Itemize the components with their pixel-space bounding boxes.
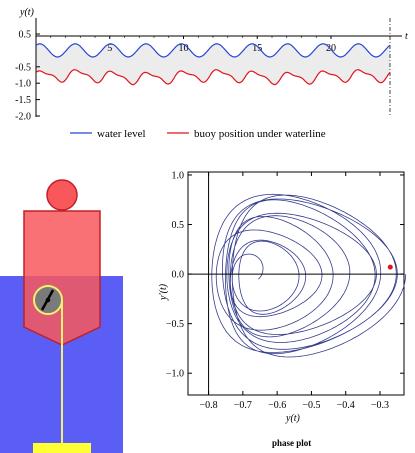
buoy-float-ball [46, 179, 78, 211]
trajectory-path [211, 193, 407, 358]
phase-y-ticks: 1.0 0.5 0.0 −0.5 −1.0 [166, 170, 404, 380]
y-tick-label: -1.5 [15, 95, 31, 106]
phase-y-tick-label: 0.5 [172, 220, 185, 231]
legend: water level buoy position under waterlin… [70, 128, 326, 140]
phase-y-tick-label: 0.0 [172, 270, 185, 281]
phase-x-tick-label: −0.7 [234, 400, 252, 411]
phase-frame [187, 171, 405, 396]
buoy-animation [0, 179, 123, 453]
phase-plot-title: phase plot [272, 438, 311, 448]
fill-between-region [36, 43, 390, 85]
y-tick-label: -1.0 [15, 79, 31, 90]
phase-x-tick-label: −0.4 [337, 400, 355, 411]
current-state-point [387, 264, 393, 270]
y-tick-label: 0.5 [19, 30, 32, 41]
dial-hub [45, 297, 51, 303]
y-tick-label: -0.5 [15, 62, 31, 73]
phase-x-label: y(t) [285, 413, 301, 424]
phase-x-tick-label: −0.5 [302, 400, 320, 411]
water-level-series [35, 43, 391, 58]
y-tick-label: -2.0 [15, 112, 31, 123]
time-series-chart: 5 10 15 20 0.5 -0.5 -1.0 -1.5 -2.0 y(t) t [15, 7, 408, 123]
x-tick-label: 20 [326, 43, 336, 54]
phase-y-tick-label: −0.5 [166, 319, 184, 330]
phase-y-label: y′(t) [158, 283, 169, 301]
phase-x-tick-label: −0.6 [268, 400, 286, 411]
x-tick-label: 10 [179, 43, 189, 54]
phase-y-tick-label: −1.0 [166, 369, 184, 380]
x-axis-label: t [405, 31, 408, 42]
legend-label-buoy: buoy position under waterline [194, 128, 326, 140]
phase-x-ticks: −0.8 −0.7 −0.6 −0.5 −0.4 −0.3 [200, 172, 389, 411]
y-ticks: 0.5 -0.5 -1.0 -1.5 -2.0 [15, 30, 40, 123]
phase-trajectory [211, 193, 407, 358]
x-ticks: 5 10 15 20 [50, 36, 336, 54]
legend-label-water: water level [97, 128, 146, 140]
anchor-block [33, 443, 91, 453]
y-axis-label: y(t) [19, 7, 35, 18]
phase-plot: −0.8 −0.7 −0.6 −0.5 −0.4 −0.3 1.0 0.5 0.0 −0.5 −1… [158, 170, 407, 448]
phase-x-tick-label: −0.3 [371, 400, 389, 411]
phase-y-tick-label: 1.0 [172, 170, 185, 181]
buoy-position-series [35, 69, 391, 86]
phase-x-tick-label: −0.8 [200, 400, 218, 411]
x-tick-label: 15 [252, 43, 262, 54]
x-tick-label: 5 [107, 43, 112, 54]
